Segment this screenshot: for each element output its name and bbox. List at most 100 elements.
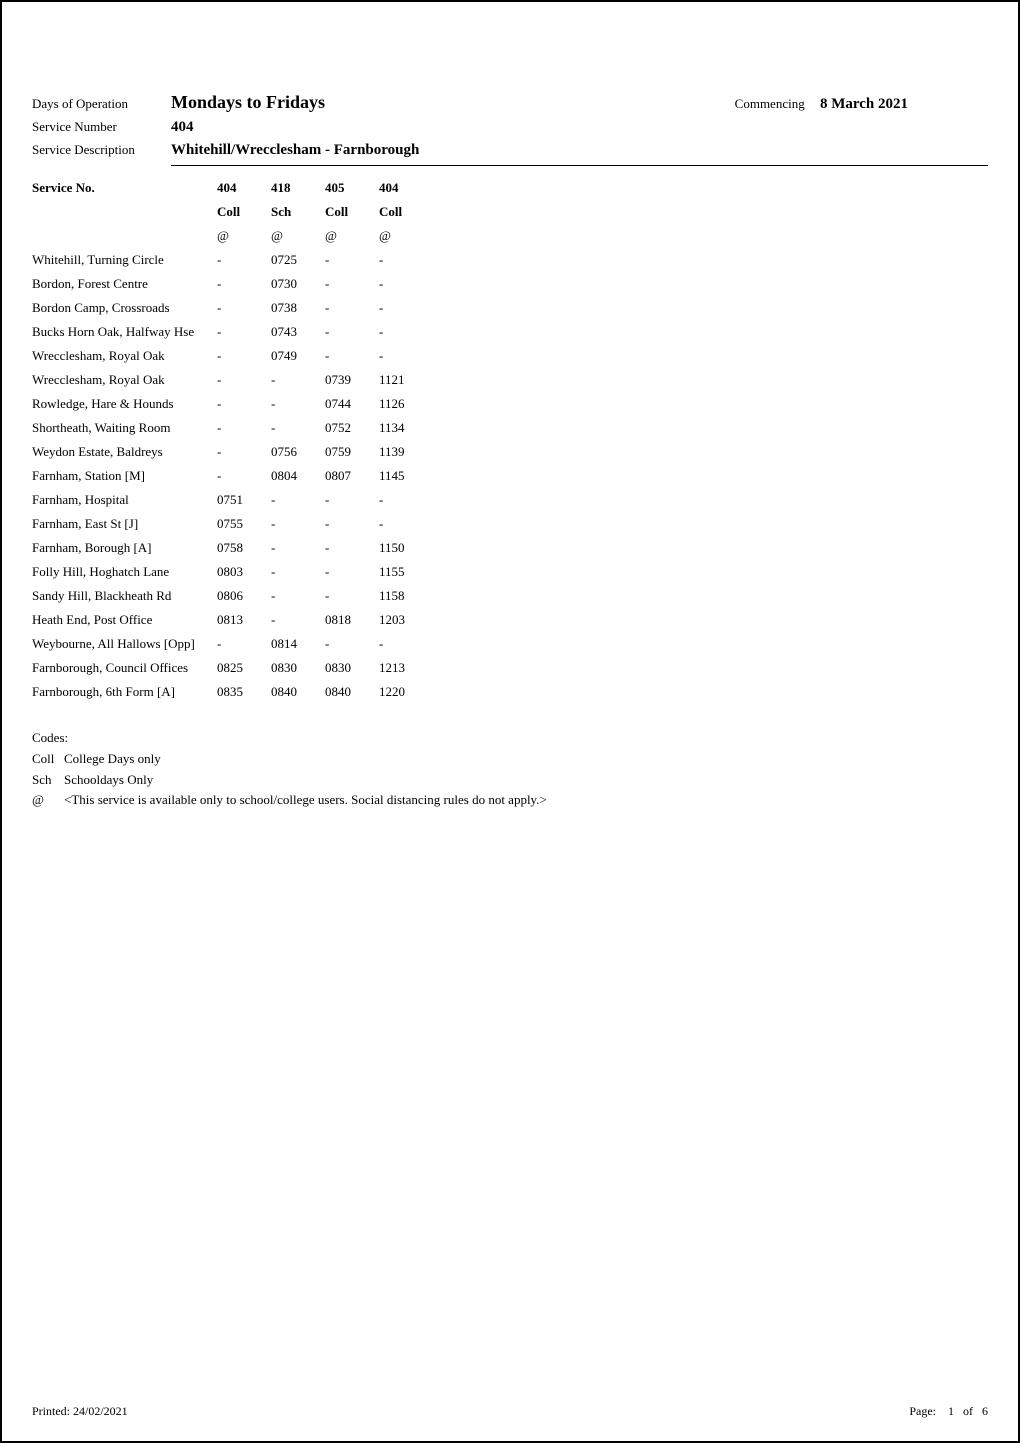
table-row: Farnham, Hospital0751--- [32, 488, 433, 512]
time-cell: - [217, 416, 271, 440]
time-cell: 1158 [379, 584, 433, 608]
code-key: Coll [32, 749, 64, 770]
printed-label: Printed: [32, 1404, 70, 1418]
service-desc-label: Service Description [32, 142, 171, 158]
service-tag: Sch [271, 200, 325, 224]
time-cell: 0830 [325, 656, 379, 680]
time-cell: 0738 [271, 296, 325, 320]
time-cell: - [217, 632, 271, 656]
time-cell: 1155 [379, 560, 433, 584]
time-cell: 1121 [379, 368, 433, 392]
time-cell: 0743 [271, 320, 325, 344]
time-cell: 0752 [325, 416, 379, 440]
days-label: Days of Operation [32, 96, 171, 112]
codes-heading: Codes: [32, 728, 988, 749]
table-row: Whitehill, Turning Circle-0725-- [32, 248, 433, 272]
service-number-label: Service Number [32, 119, 171, 135]
time-cell: 1213 [379, 656, 433, 680]
table-row: Shortheath, Waiting Room--07521134 [32, 416, 433, 440]
stop-name: Whitehill, Turning Circle [32, 248, 217, 272]
time-cell: - [271, 608, 325, 632]
footer-page: Page: 1 of 6 [909, 1404, 988, 1419]
time-cell: - [271, 560, 325, 584]
time-cell: - [271, 536, 325, 560]
page-total: 6 [982, 1404, 988, 1418]
time-cell: - [271, 368, 325, 392]
service-number-value: 404 [171, 119, 194, 136]
time-cell: - [217, 464, 271, 488]
time-cell: 0814 [271, 632, 325, 656]
code-key: @ [32, 790, 64, 811]
table-row: Farnborough, 6th Form [A]083508400840122… [32, 680, 433, 704]
time-cell: 0807 [325, 464, 379, 488]
stop-name: Wrecclesham, Royal Oak [32, 344, 217, 368]
time-cell: 0744 [325, 392, 379, 416]
stop-name: Sandy Hill, Blackheath Rd [32, 584, 217, 608]
stop-name: Wrecclesham, Royal Oak [32, 368, 217, 392]
stop-name: Farnham, East St [J] [32, 512, 217, 536]
printed-date: 24/02/2021 [73, 1404, 128, 1418]
service-mark: @ [379, 224, 433, 248]
time-cell: - [271, 512, 325, 536]
time-cell: 1220 [379, 680, 433, 704]
time-cell: - [325, 512, 379, 536]
time-cell: - [379, 512, 433, 536]
code-desc: Schooldays Only [64, 770, 153, 791]
time-cell: 0751 [217, 488, 271, 512]
code-key: Sch [32, 770, 64, 791]
code-line: SchSchooldays Only [32, 770, 988, 791]
service-tag: Coll [379, 200, 433, 224]
time-cell: - [271, 584, 325, 608]
code-desc: <This service is available only to schoo… [64, 790, 547, 811]
table-row: Farnborough, Council Offices082508300830… [32, 656, 433, 680]
time-cell: 1134 [379, 416, 433, 440]
time-cell: 0756 [271, 440, 325, 464]
time-cell: - [217, 368, 271, 392]
table-row: Farnham, Station [M]-080408071145 [32, 464, 433, 488]
time-cell: 0725 [271, 248, 325, 272]
time-cell: - [217, 344, 271, 368]
service-desc-value: Whitehill/Wrecclesham - Farnborough [171, 142, 419, 159]
table-row: Rowledge, Hare & Hounds--07441126 [32, 392, 433, 416]
time-cell: 0840 [271, 680, 325, 704]
time-cell: - [217, 272, 271, 296]
time-cell: 1203 [379, 608, 433, 632]
time-cell: - [379, 296, 433, 320]
header-divider [171, 165, 988, 166]
time-cell: - [271, 392, 325, 416]
time-cell: - [217, 440, 271, 464]
time-cell: - [379, 344, 433, 368]
code-line: @<This service is available only to scho… [32, 790, 988, 811]
time-cell: - [325, 344, 379, 368]
table-row: Farnham, East St [J]0755--- [32, 512, 433, 536]
table-row: Bucks Horn Oak, Halfway Hse-0743-- [32, 320, 433, 344]
time-cell: 0806 [217, 584, 271, 608]
table-row: Bordon, Forest Centre-0730-- [32, 272, 433, 296]
time-cell: 1150 [379, 536, 433, 560]
stop-name: Bordon Camp, Crossroads [32, 296, 217, 320]
time-cell: - [379, 272, 433, 296]
commencing-block: Commencing 8 March 2021 [735, 96, 908, 113]
time-cell: 0835 [217, 680, 271, 704]
service-no-col: 404 [217, 176, 271, 200]
time-cell: 0840 [325, 680, 379, 704]
table-row: Heath End, Post Office0813-08181203 [32, 608, 433, 632]
stop-name: Farnham, Station [M] [32, 464, 217, 488]
stop-name: Farnborough, Council Offices [32, 656, 217, 680]
time-cell: 0730 [271, 272, 325, 296]
time-cell: 1126 [379, 392, 433, 416]
time-cell: 1139 [379, 440, 433, 464]
stop-name: Shortheath, Waiting Room [32, 416, 217, 440]
time-cell: - [325, 632, 379, 656]
time-cell: - [379, 320, 433, 344]
stop-name: Weydon Estate, Baldreys [32, 440, 217, 464]
stop-name: Heath End, Post Office [32, 608, 217, 632]
code-desc: College Days only [64, 749, 161, 770]
table-row: Farnham, Borough [A]0758--1150 [32, 536, 433, 560]
time-cell: - [325, 248, 379, 272]
service-mark: @ [217, 224, 271, 248]
stop-name: Farnham, Hospital [32, 488, 217, 512]
time-cell: 1145 [379, 464, 433, 488]
time-cell: 0818 [325, 608, 379, 632]
time-cell: - [379, 248, 433, 272]
